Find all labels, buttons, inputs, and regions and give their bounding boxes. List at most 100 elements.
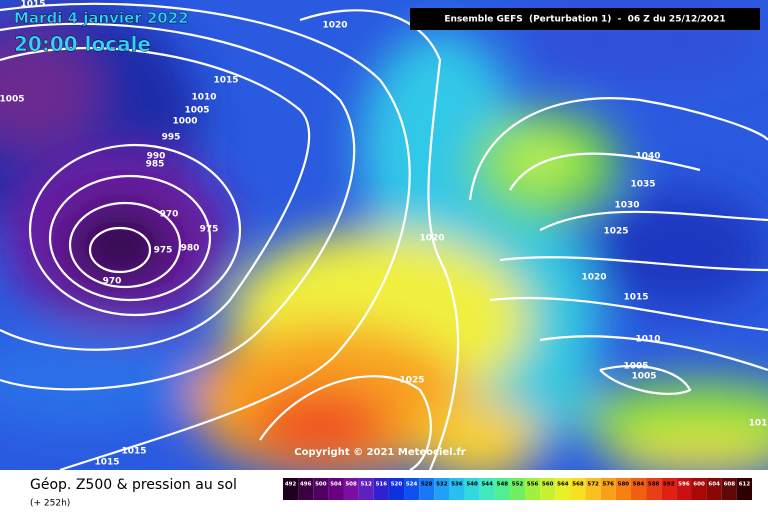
scale-label: 600 [693, 482, 705, 488]
scale-label: 580 [618, 482, 630, 488]
isobar-label: 1000 [172, 117, 197, 127]
scale-swatch [509, 478, 526, 500]
isobar-labels: 1015102010051015101010051000995990985970… [0, 0, 767, 468]
isobar-label: 970 [103, 277, 122, 287]
scale-swatch [388, 478, 405, 500]
scale-label: 524 [406, 482, 418, 488]
date: Mardi 4 janvier 2022 [14, 9, 189, 27]
isobar-label: 1015 [94, 458, 119, 468]
scale-swatch [479, 478, 495, 500]
isobar-label: 1005 [623, 362, 648, 372]
scale-swatch [585, 478, 601, 500]
isobar-label: 1040 [635, 152, 660, 162]
copyright: Copyright © 2021 Meteociel.fr [294, 447, 465, 458]
isobar-label: 1010 [635, 335, 660, 345]
scale-label: 536 [451, 482, 463, 488]
scale-swatch [525, 478, 541, 500]
isobar-label: 1005 [0, 95, 25, 105]
scale-swatch [630, 478, 647, 500]
isobar-label: 975 [154, 246, 173, 256]
isobar-label: 1005 [631, 372, 656, 382]
model-info: Ensemble GEFS (Perturbation 1) - 06 Z du… [444, 15, 725, 25]
scale-label: 528 [421, 482, 433, 488]
scale-label: 592 [663, 482, 675, 488]
scale-label: 576 [603, 482, 615, 488]
scale-label: 608 [724, 482, 736, 488]
scale-label: 516 [376, 482, 388, 488]
isobar-label: 995 [162, 133, 181, 143]
isobars [0, 2, 768, 472]
scale-swatch [570, 478, 586, 500]
header-box [410, 8, 760, 30]
scale-label: 564 [557, 482, 569, 488]
isobar-label: 970 [160, 210, 179, 220]
scale-label: 612 [739, 482, 751, 488]
scale-label: 500 [315, 482, 327, 488]
scale-swatch [646, 478, 662, 500]
footer-title: Géop. Z500 & pression au sol [30, 477, 237, 493]
scale-swatch [419, 478, 435, 500]
field [0, 0, 768, 480]
scale-swatch [600, 478, 616, 500]
scale-label: 508 [345, 482, 357, 488]
scale-swatch [464, 478, 480, 500]
scale-label: 556 [527, 482, 539, 488]
scale-swatch [540, 478, 556, 500]
scale-label: 540 [466, 482, 478, 488]
scale-swatch [298, 478, 314, 500]
scale-swatch [449, 478, 465, 500]
scale-swatch [494, 478, 510, 500]
isobar-label: 1015 [213, 76, 238, 86]
scale-swatch [661, 478, 677, 500]
scale-label: 568 [572, 482, 584, 488]
scale-label: 492 [285, 482, 297, 488]
scale-label: 560 [542, 482, 554, 488]
scale-label: 572 [587, 482, 599, 488]
scale-label: 532 [436, 482, 448, 488]
scale-swatch [283, 478, 299, 500]
isobar-label: 1025 [603, 227, 628, 237]
scale-label: 604 [708, 482, 720, 488]
isobar-label: 1020 [419, 234, 444, 244]
isobar-label: 1015 [20, 0, 45, 10]
scale-swatch [328, 478, 344, 500]
isobar-label: 975 [200, 225, 219, 235]
scale-swatch [676, 478, 692, 500]
isobar-label: 1020 [581, 273, 606, 283]
time: 20:00 locale [14, 32, 151, 56]
scale-label: 596 [678, 482, 690, 488]
footer-lead: (+ 252h) [30, 499, 70, 509]
scale-label: 584 [633, 482, 645, 488]
scale-label: 552 [512, 482, 524, 488]
isobar-label: 990 [147, 152, 166, 162]
scale-swatch [721, 478, 737, 500]
scale-swatch [434, 478, 450, 500]
isobar-label: 1015 [623, 293, 648, 303]
scale-swatch [615, 478, 631, 500]
scale-label: 548 [497, 482, 509, 488]
scale-swatch [706, 478, 722, 500]
scale-swatch [373, 478, 389, 500]
scale-label: 504 [330, 482, 342, 488]
isobar-label: 1020 [322, 21, 347, 31]
scale-label: 520 [391, 482, 403, 488]
scale-label: 512 [360, 482, 372, 488]
scale-swatch [736, 478, 752, 500]
isobar-label: 1030 [614, 201, 639, 211]
scale-label: 496 [300, 482, 312, 488]
scale-swatch [313, 478, 329, 500]
isobar-label: 1010 [191, 93, 216, 103]
scale-label: 588 [648, 482, 660, 488]
isobar-label: 1005 [184, 106, 209, 116]
isobar-label: 101 [749, 419, 768, 429]
scale-swatch [358, 478, 374, 500]
scale-swatch [555, 478, 571, 500]
isobar-label: 1025 [399, 376, 424, 386]
scale-label: 544 [481, 482, 493, 488]
isobar-label: 1035 [630, 180, 655, 190]
scale-swatch [404, 478, 420, 500]
color-scale: 492 496 500 504 508 512 516 520 524 528 532 536 540 5… [283, 478, 752, 500]
isobar-label: 985 [146, 160, 165, 170]
scale-swatch [691, 478, 707, 500]
